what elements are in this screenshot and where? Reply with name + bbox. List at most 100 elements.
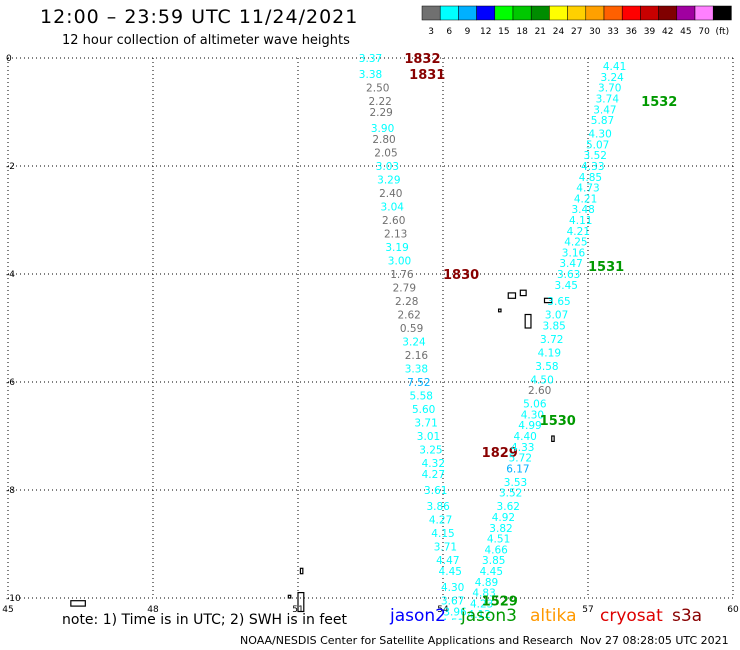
swh-value: 3.53 bbox=[504, 477, 527, 489]
swh-value: 3.86 bbox=[426, 501, 450, 513]
lat-tick-label: -6 bbox=[6, 378, 15, 388]
swh-value: 4.19 bbox=[538, 347, 561, 359]
swh-value: 4.89 bbox=[475, 577, 498, 589]
swh-value: 4.33 bbox=[511, 442, 534, 454]
swh-value: 2.60 bbox=[528, 385, 551, 397]
colorbar-label: 21 bbox=[535, 27, 546, 37]
swh-value: 4.25 bbox=[564, 237, 587, 249]
swh-value: 2.50 bbox=[366, 83, 389, 95]
swh-value: 7.52 bbox=[407, 377, 430, 389]
island-outline bbox=[507, 292, 517, 299]
swh-value: 2.22 bbox=[368, 96, 391, 108]
island-outline bbox=[519, 289, 527, 297]
swh-value: 0.59 bbox=[400, 323, 423, 335]
swh-value: 3.85 bbox=[542, 320, 565, 332]
pass-time-label: 1830 bbox=[443, 268, 479, 283]
swh-value: 3.25 bbox=[419, 445, 442, 457]
legend-s3a: s3a bbox=[672, 606, 703, 626]
swh-value: 3.70 bbox=[598, 83, 621, 95]
swh-value: 4.50 bbox=[530, 374, 553, 386]
legend-jason3: jason3 bbox=[461, 606, 517, 626]
colorbar-swatch bbox=[712, 5, 732, 21]
swh-value: 4.51 bbox=[487, 534, 510, 546]
swh-value: 3.38 bbox=[359, 69, 382, 81]
legend-jason2: jason2 bbox=[390, 606, 446, 626]
credit-text: NOAA/NESDIS Center for Satellite Applica… bbox=[240, 634, 574, 647]
colorbar-label: 15 bbox=[498, 27, 509, 37]
island-outline bbox=[551, 435, 555, 443]
swh-value: 4.40 bbox=[513, 431, 536, 443]
swh-value: 3.00 bbox=[388, 256, 411, 268]
swh-value: 1.76 bbox=[390, 269, 414, 281]
swh-value: 3.48 bbox=[571, 204, 594, 216]
swh-value: 4.73 bbox=[576, 183, 599, 195]
island-outline bbox=[497, 308, 502, 313]
swh-value: 5.58 bbox=[410, 391, 433, 403]
swh-value: 2.80 bbox=[372, 134, 395, 146]
lon-tick-label: 57 bbox=[582, 605, 593, 615]
swh-value: 2.62 bbox=[397, 310, 420, 322]
swh-value: 3.07 bbox=[545, 310, 568, 322]
pass-time-label: 1529 bbox=[482, 595, 518, 610]
swh-value: 5.06 bbox=[523, 399, 547, 411]
swh-value: 2.16 bbox=[405, 350, 429, 362]
swh-value: 4.27 bbox=[422, 469, 445, 481]
swh-value: 4.51 bbox=[441, 617, 464, 620]
swh-value: 3.72 bbox=[540, 334, 563, 346]
colorbar-label: 39 bbox=[644, 27, 656, 37]
swh-value: 3.19 bbox=[385, 242, 408, 254]
swh-value: 2.29 bbox=[369, 107, 392, 119]
swh-value: 4.11 bbox=[569, 215, 592, 227]
island-outline bbox=[543, 297, 553, 304]
colorbar-label: 33 bbox=[607, 27, 618, 37]
swh-value: 3.96 bbox=[443, 607, 467, 619]
legend-altika: altika bbox=[530, 606, 577, 626]
swh-value: 4.47 bbox=[436, 555, 459, 567]
page-subtitle: 12 hour collection of altimeter wave hei… bbox=[62, 33, 350, 48]
swh-value: 3.52 bbox=[584, 150, 607, 162]
pass-time-label: 1832 bbox=[404, 52, 440, 67]
swh-value: 4.41 bbox=[603, 61, 626, 73]
lon-tick-label: 60 bbox=[727, 605, 739, 615]
swh-value: 4.23 bbox=[470, 598, 493, 610]
swh-value: 3.37 bbox=[359, 53, 382, 65]
swh-value: 4.45 bbox=[439, 566, 462, 578]
swh-value: 3.16 bbox=[562, 247, 586, 259]
swh-value: 3.90 bbox=[371, 123, 394, 135]
swh-value: 4.45 bbox=[480, 566, 503, 578]
colorbar-label: 45 bbox=[680, 27, 691, 37]
lat-tick-label: -4 bbox=[6, 270, 15, 280]
swh-value: 4.30 bbox=[521, 409, 544, 421]
pass-time-label: 1829 bbox=[482, 446, 518, 461]
colorbar-label: 18 bbox=[516, 27, 528, 37]
swh-value: 3.04 bbox=[381, 202, 405, 214]
map-plot: 45 48 51 54 57 600-2-4-6-8-103.373.382.502.22… bbox=[2, 52, 739, 620]
swh-value: 3.67 bbox=[441, 596, 464, 608]
swh-value: 3.58 bbox=[535, 361, 558, 373]
colorbar-label: 70 bbox=[698, 27, 710, 37]
swh-value: 3.45 bbox=[555, 280, 578, 292]
lat-tick-label: -2 bbox=[6, 162, 15, 172]
swh-value: 5.72 bbox=[509, 453, 532, 465]
lat-tick-label: -10 bbox=[6, 594, 21, 604]
colorbar-label: (ft) bbox=[716, 27, 730, 37]
swh-value: 2.79 bbox=[393, 283, 416, 295]
note-text: note: 1) Time is in UTC; 2) SWH is in fe… bbox=[62, 612, 348, 628]
lon-tick-label: 45 bbox=[2, 605, 13, 615]
swh-value: 3.38 bbox=[405, 364, 428, 376]
lat-tick-label: -8 bbox=[6, 486, 15, 496]
lon-tick-label: 54 bbox=[437, 605, 449, 615]
swh-value: 3.29 bbox=[377, 175, 400, 187]
swh-value: 3.24 bbox=[402, 337, 426, 349]
pass-time-label: 1531 bbox=[588, 260, 624, 275]
timestamp: Nov 27 08:28:05 UTC 2021 bbox=[580, 634, 729, 647]
swh-value: 4.30 bbox=[441, 582, 464, 594]
colorbar-legend: 3 6 9 12 15 18 21 24 27 30 33 36 39 42 45 70 (ft) bbox=[421, 5, 732, 37]
swh-value: 2.28 bbox=[395, 296, 418, 308]
swh-value: 4.30 bbox=[588, 129, 611, 141]
legend-cryosat: cryosat bbox=[600, 606, 663, 626]
page-title: 12:00 – 23:59 UTC 11/24/2021 bbox=[40, 6, 359, 28]
swh-value: 3.71 bbox=[414, 418, 437, 430]
swh-value: 4.85 bbox=[579, 172, 602, 184]
